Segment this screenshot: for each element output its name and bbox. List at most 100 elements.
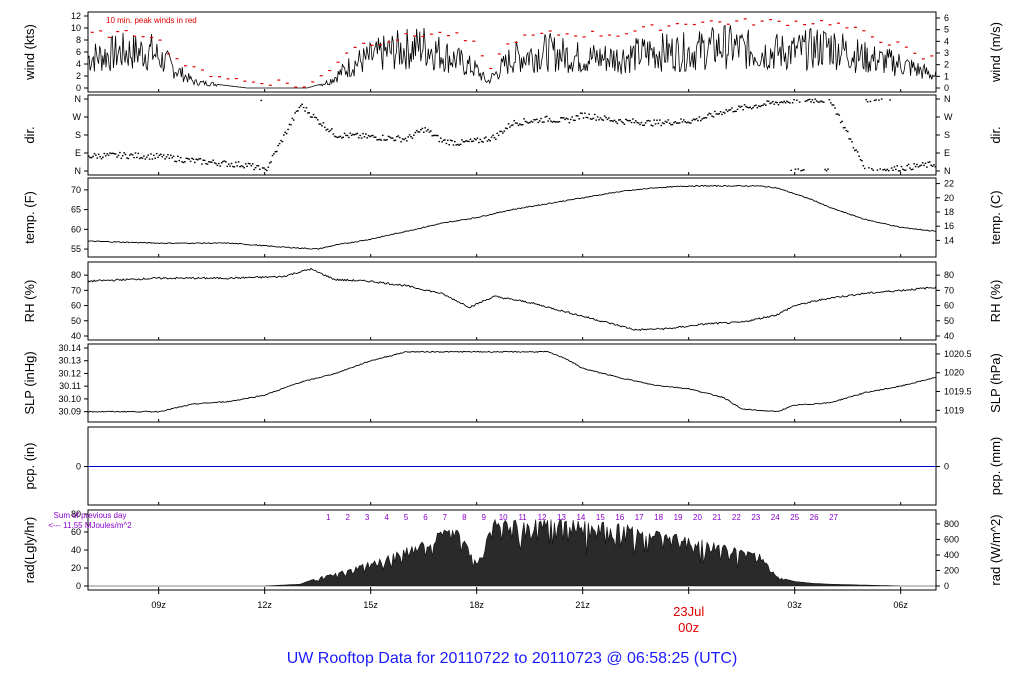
ytick-label-right-temp: 22	[944, 179, 954, 189]
wind-series-line	[87, 24, 937, 89]
hour-label: 26	[810, 513, 819, 522]
xtick-label: 12z	[257, 600, 272, 610]
ytick-label-right-SLP: 1019.5	[944, 387, 972, 397]
ytick-label-left-SLP: 30.09	[58, 407, 81, 417]
ytick-label-left-temp: 65	[71, 205, 81, 215]
hour-label: 14	[576, 513, 585, 522]
ytick-label-left-SLP: 30.13	[58, 356, 81, 366]
ytick-label-left-dir.: N	[75, 166, 82, 176]
hour-label: 17	[635, 513, 644, 522]
radiation-area	[88, 518, 936, 587]
ytick-label-left-wind: 0	[76, 83, 81, 93]
xtick-label: 09z	[151, 600, 166, 610]
ytick-label-right-RH: 80	[944, 270, 954, 280]
ytick-label-left-dir.: S	[75, 130, 81, 140]
panel-frame-SLP	[87, 343, 937, 423]
hour-label: 21	[712, 513, 721, 522]
ytick-label-left-wind: 4	[76, 59, 81, 69]
ytick-label-left-rad: 80	[71, 509, 81, 519]
ytick-label-left-wind: 12	[71, 11, 81, 21]
ytick-label-right-wind: 1	[944, 71, 949, 81]
hour-label: 15	[596, 513, 605, 522]
date-marker-hour: 00z	[678, 620, 699, 635]
ytick-label-right-dir.: W	[944, 112, 953, 122]
ytick-label-left-SLP: 30.14	[58, 343, 81, 353]
ytick-label-right-wind: 4	[944, 36, 949, 46]
ytick-label-right-SLP: 1019	[944, 405, 964, 415]
ylabel-right-SLP: SLP (hPa)	[988, 353, 1003, 413]
ytick-label-right-wind: 2	[944, 60, 949, 70]
hour-label: 5	[404, 513, 409, 522]
ytick-label-right-SLP: 1020	[944, 368, 964, 378]
ylabel-left-rad: rad(Lgly/hr)	[22, 517, 37, 583]
ytick-label-right-RH: 70	[944, 285, 954, 295]
hour-label: 19	[674, 513, 683, 522]
ytick-label-right-RH: 60	[944, 301, 954, 311]
ytick-label-left-rad: 60	[71, 527, 81, 537]
ytick-label-left-rad: 0	[76, 581, 81, 591]
slp-series-line	[87, 350, 937, 413]
ylabel-right-pcp: pcp. (mm)	[988, 437, 1003, 496]
ytick-label-left-RH: 40	[71, 331, 81, 341]
hour-label: 23	[751, 513, 760, 522]
ylabel-left-wind: wind (kts)	[22, 24, 37, 81]
hour-label: 11	[518, 513, 527, 522]
hour-label: 12	[538, 513, 547, 522]
xtick-label: 15z	[363, 600, 378, 610]
ytick-label-right-rad: 400	[944, 550, 959, 560]
ytick-label-right-rad: 0	[944, 581, 949, 591]
ytick-label-right-wind: 5	[944, 25, 949, 35]
ytick-label-right-temp: 14	[944, 235, 954, 245]
ytick-label-right-rad: 800	[944, 519, 959, 529]
ytick-label-right-wind: 6	[944, 13, 949, 23]
hour-label: 25	[790, 513, 799, 522]
ytick-label-left-SLP: 30.10	[58, 394, 81, 404]
hour-label: 3	[365, 513, 370, 522]
ytick-label-left-RH: 80	[71, 270, 81, 280]
ytick-label-left-SLP: 30.12	[58, 368, 81, 378]
xtick-label: 03z	[787, 600, 802, 610]
ytick-label-right-rad: 600	[944, 534, 959, 544]
hour-label: 1	[326, 513, 331, 522]
ytick-label-left-pcp: 0	[76, 462, 81, 472]
rad-note-line1: Sum of previous day	[54, 511, 127, 520]
ytick-label-right-temp: 20	[944, 193, 954, 203]
ylabel-left-pcp: pcp. (in)	[22, 443, 37, 490]
date-marker-day: 23Jul	[673, 604, 704, 619]
ylabel-left-temp: temp. (F)	[22, 191, 37, 244]
hour-label: 16	[615, 513, 624, 522]
ytick-label-left-dir.: W	[73, 112, 82, 122]
hour-label: 9	[482, 513, 487, 522]
ytick-label-right-dir.: E	[944, 148, 950, 158]
wind-annotation: 10 min. peak winds in red	[106, 16, 197, 25]
hour-label: 8	[462, 513, 467, 522]
ytick-label-left-dir.: E	[75, 148, 81, 158]
ytick-label-left-RH: 50	[71, 316, 81, 326]
ylabel-left-RH: RH (%)	[22, 280, 37, 323]
xtick-label: 21z	[575, 600, 590, 610]
ytick-label-right-wind: 0	[944, 83, 949, 93]
xtick-label: 06z	[893, 600, 908, 610]
ytick-label-left-temp: 60	[71, 224, 81, 234]
ylabel-right-temp: temp. (C)	[988, 190, 1003, 244]
hour-label: 2	[345, 513, 350, 522]
hour-label: 7	[443, 513, 448, 522]
ytick-label-right-RH: 40	[944, 331, 954, 341]
ytick-label-right-pcp: 0	[944, 462, 949, 472]
ytick-label-left-rad: 20	[71, 563, 81, 573]
ylabel-right-dir.: dir.	[988, 126, 1003, 143]
ytick-label-right-temp: 18	[944, 207, 954, 217]
ytick-label-left-wind: 6	[76, 47, 81, 57]
hour-label: 24	[771, 513, 780, 522]
ytick-label-left-rad: 40	[71, 545, 81, 555]
ytick-label-right-rad: 200	[944, 565, 959, 575]
rad-note-line2: <--- 11.55 MJoules/m^2	[48, 521, 132, 530]
ytick-label-left-wind: 10	[71, 23, 81, 33]
ytick-label-left-wind: 2	[76, 71, 81, 81]
ytick-label-left-temp: 70	[71, 185, 81, 195]
ytick-label-right-dir.: S	[944, 130, 950, 140]
hour-label: 18	[654, 513, 663, 522]
ytick-label-right-dir.: N	[944, 166, 951, 176]
hour-label: 20	[693, 513, 702, 522]
